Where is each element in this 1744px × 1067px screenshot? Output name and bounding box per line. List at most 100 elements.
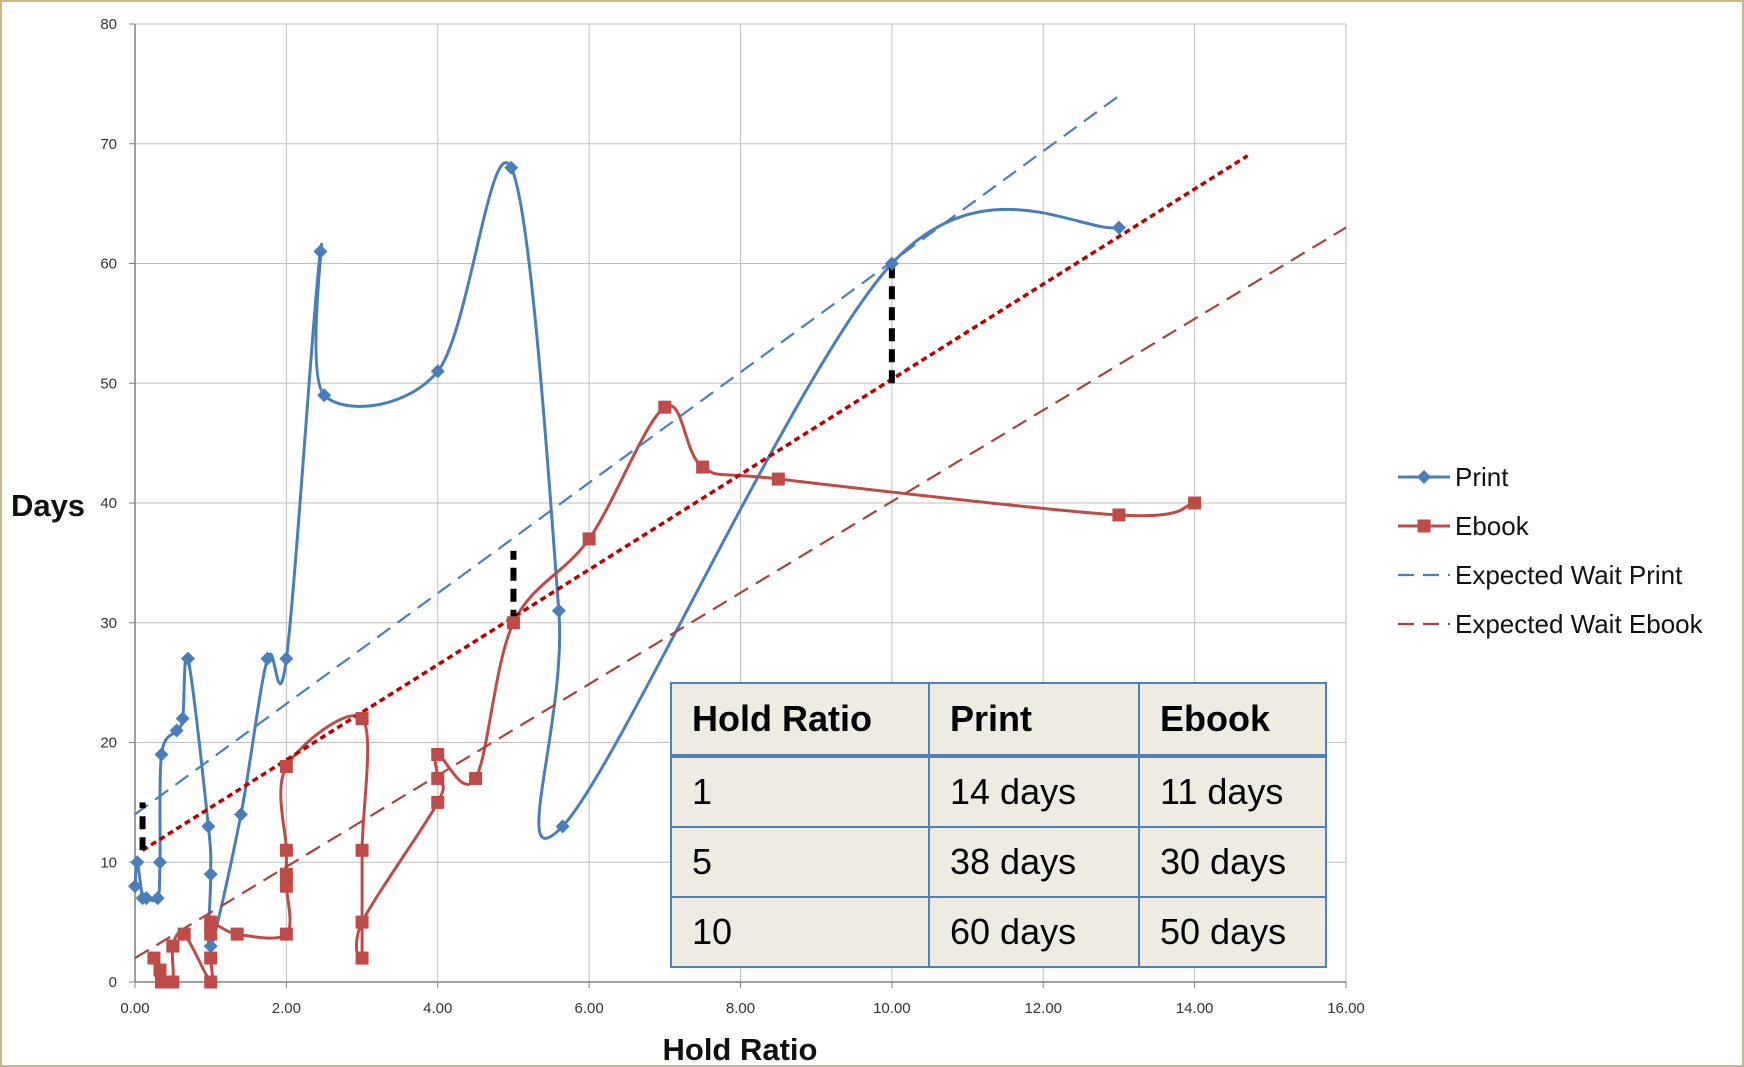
x-tick-label: 14.00 bbox=[1176, 1000, 1214, 1017]
table-cell: 38 days bbox=[928, 826, 1140, 898]
table-cell: 11 days bbox=[1138, 755, 1327, 828]
ebook-point-marker bbox=[658, 400, 672, 414]
legend: Print Ebook Expected Wait Print Expected Wa… bbox=[1398, 462, 1704, 639]
legend-label: Ebook bbox=[1455, 511, 1530, 541]
expected-wait-table: Hold Ratio Print Ebook 1 14 days 11 days… bbox=[670, 682, 1327, 968]
ebook-point-marker bbox=[204, 951, 218, 965]
print-point-marker bbox=[175, 711, 190, 726]
ebook-point-marker bbox=[166, 939, 180, 953]
ebook-point-marker bbox=[431, 771, 445, 785]
ebook-point-marker bbox=[279, 867, 293, 881]
ebook-point-marker bbox=[431, 747, 445, 761]
print-point-marker bbox=[139, 891, 154, 906]
legend-item-ebook: Ebook bbox=[1398, 511, 1530, 541]
ebook-point-marker bbox=[279, 759, 293, 773]
y-tick-label: 80 bbox=[100, 16, 117, 33]
expected-wait-print-line bbox=[134, 94, 1120, 816]
legend-label: Expected Wait Ebook bbox=[1455, 609, 1704, 639]
table-cell: 10 bbox=[670, 896, 930, 968]
print-point-marker bbox=[551, 603, 566, 618]
legend-marker bbox=[1417, 470, 1431, 484]
table-header-ebook: Ebook bbox=[1138, 682, 1327, 758]
table-cell: 1 bbox=[670, 755, 930, 828]
y-tick-label: 0 bbox=[109, 974, 117, 991]
print-point-marker bbox=[169, 723, 184, 738]
ebook-point-marker bbox=[230, 927, 244, 941]
print-point-marker bbox=[154, 747, 169, 762]
y-tick-label: 10 bbox=[100, 854, 117, 871]
ebook-point-marker bbox=[204, 915, 218, 929]
y-tick-label: 30 bbox=[100, 615, 117, 632]
print-point-marker bbox=[180, 651, 195, 666]
series-markers bbox=[128, 160, 1202, 989]
ebook-point-marker bbox=[204, 975, 218, 989]
x-axis-title: Hold Ratio bbox=[663, 1032, 818, 1067]
table-cell: 5 bbox=[670, 826, 930, 898]
print-point-marker bbox=[504, 160, 519, 175]
print-point-marker bbox=[150, 891, 165, 906]
print-point-marker bbox=[233, 807, 248, 822]
legend-item-expected-wait-ebook: Expected Wait Ebook bbox=[1398, 609, 1704, 639]
x-tick-label: 10.00 bbox=[873, 1000, 911, 1017]
print-point-marker bbox=[152, 855, 167, 870]
x-tick-label: 12.00 bbox=[1024, 1000, 1062, 1017]
ebook-point-marker bbox=[469, 771, 483, 785]
table-cell: 50 days bbox=[1138, 896, 1327, 968]
table-row: 5 38 days 30 days bbox=[670, 826, 1327, 898]
y-tick-label: 70 bbox=[100, 136, 117, 153]
x-tick-label: 8.00 bbox=[726, 1000, 755, 1017]
ebook-point-marker bbox=[147, 951, 161, 965]
y-tick-label: 20 bbox=[100, 735, 117, 752]
tick-labels: 0.00 2.00 4.00 6.00 8.00 10.00 12.00 14.00 16.00… bbox=[100, 16, 1364, 1017]
table-cell: 30 days bbox=[1138, 826, 1327, 898]
legend-label: Expected Wait Print bbox=[1455, 560, 1683, 590]
print-point-marker bbox=[555, 819, 570, 834]
x-tick-label: 4.00 bbox=[423, 1000, 452, 1017]
print-point-marker bbox=[279, 651, 294, 666]
x-tick-label: 16.00 bbox=[1327, 1000, 1365, 1017]
ebook-point-marker bbox=[355, 843, 369, 857]
legend-marker bbox=[1417, 519, 1431, 533]
expected-wait-ebook-line bbox=[134, 226, 1347, 959]
ebook-point-marker bbox=[279, 927, 293, 941]
ebook-point-marker bbox=[355, 915, 369, 929]
table-row: 1 14 days 11 days bbox=[670, 755, 1327, 828]
print-point-marker bbox=[260, 651, 275, 666]
ebook-point-marker bbox=[771, 472, 785, 486]
print-point-marker bbox=[201, 819, 216, 834]
print-point-marker bbox=[203, 867, 218, 882]
print-point-marker bbox=[884, 256, 899, 271]
table-header-row: Hold Ratio Print Ebook bbox=[670, 682, 1327, 758]
table-cell: 60 days bbox=[928, 896, 1140, 968]
print-point-marker bbox=[313, 244, 328, 259]
legend-item-print: Print bbox=[1398, 462, 1509, 492]
y-tick-label: 50 bbox=[100, 375, 117, 392]
trend-line-line bbox=[141, 154, 1249, 852]
table-header-print: Print bbox=[928, 682, 1140, 758]
x-tick-label: 2.00 bbox=[272, 1000, 301, 1017]
print-point-marker bbox=[203, 939, 218, 954]
ebook-point-marker bbox=[355, 951, 369, 965]
ebook-point-marker bbox=[279, 879, 293, 893]
y-tick-label: 40 bbox=[100, 495, 117, 512]
print-point-marker bbox=[317, 388, 332, 403]
ebook-point-marker bbox=[166, 975, 180, 989]
ebook-point-marker bbox=[431, 795, 445, 809]
ebook-point-marker bbox=[177, 927, 191, 941]
ebook-point-marker bbox=[279, 843, 293, 857]
x-tick-label: 6.00 bbox=[575, 1000, 604, 1017]
ebook-point-marker bbox=[582, 532, 596, 546]
x-tick-label: 0.00 bbox=[120, 1000, 149, 1017]
gap-markers bbox=[139, 263, 895, 851]
ebook-point-marker bbox=[1112, 508, 1126, 522]
legend-label: Print bbox=[1455, 462, 1509, 492]
legend-item-expected-wait-print: Expected Wait Print bbox=[1398, 560, 1683, 590]
print-point-marker bbox=[1111, 220, 1126, 235]
print-series-line bbox=[133, 161, 1120, 949]
y-tick-label: 60 bbox=[100, 256, 117, 273]
table-cell: 14 days bbox=[928, 755, 1140, 828]
ebook-point-marker bbox=[153, 963, 167, 977]
ebook-point-marker bbox=[696, 460, 710, 474]
